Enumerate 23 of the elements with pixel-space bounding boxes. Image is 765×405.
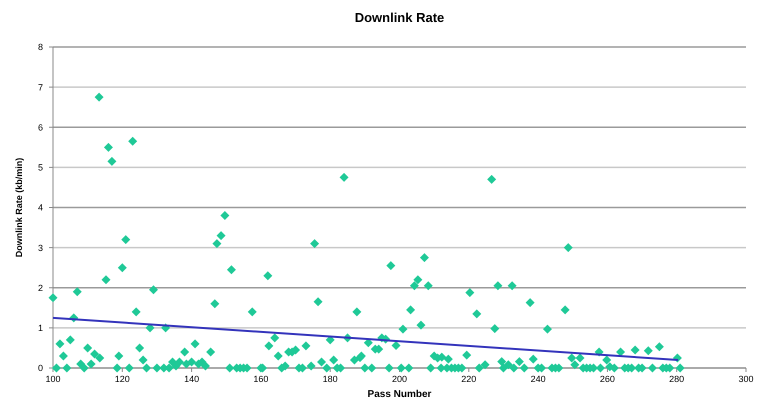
y-tick-label: 0 xyxy=(38,363,43,374)
x-tick-label: 260 xyxy=(600,374,615,384)
chart-title: Downlink Rate xyxy=(354,10,444,25)
x-tick-label: 100 xyxy=(45,374,61,384)
x-tick-label: 200 xyxy=(392,374,408,384)
y-tick-label: 2 xyxy=(38,282,43,293)
x-tick-label: 180 xyxy=(322,374,338,384)
x-tick-label: 280 xyxy=(669,374,684,384)
x-tick-label: 220 xyxy=(461,374,476,384)
y-axis-title: Downlink Rate (kb/min) xyxy=(14,158,24,258)
y-tick-label: 5 xyxy=(38,162,43,173)
y-tick-label: 6 xyxy=(38,122,43,132)
y-tick-label: 3 xyxy=(38,242,43,253)
y-tick-label: 7 xyxy=(38,82,43,92)
x-tick-label: 120 xyxy=(114,374,130,384)
y-tick-label: 1 xyxy=(38,323,43,334)
y-tick-label: 8 xyxy=(38,42,43,52)
x-tick-label: 240 xyxy=(530,374,546,384)
y-tick-label: 4 xyxy=(38,202,43,213)
x-tick-label: 300 xyxy=(738,374,754,384)
x-axis-title: Pass Number xyxy=(368,389,432,400)
x-tick-label: 160 xyxy=(253,374,268,384)
x-tick-label: 140 xyxy=(184,374,200,384)
